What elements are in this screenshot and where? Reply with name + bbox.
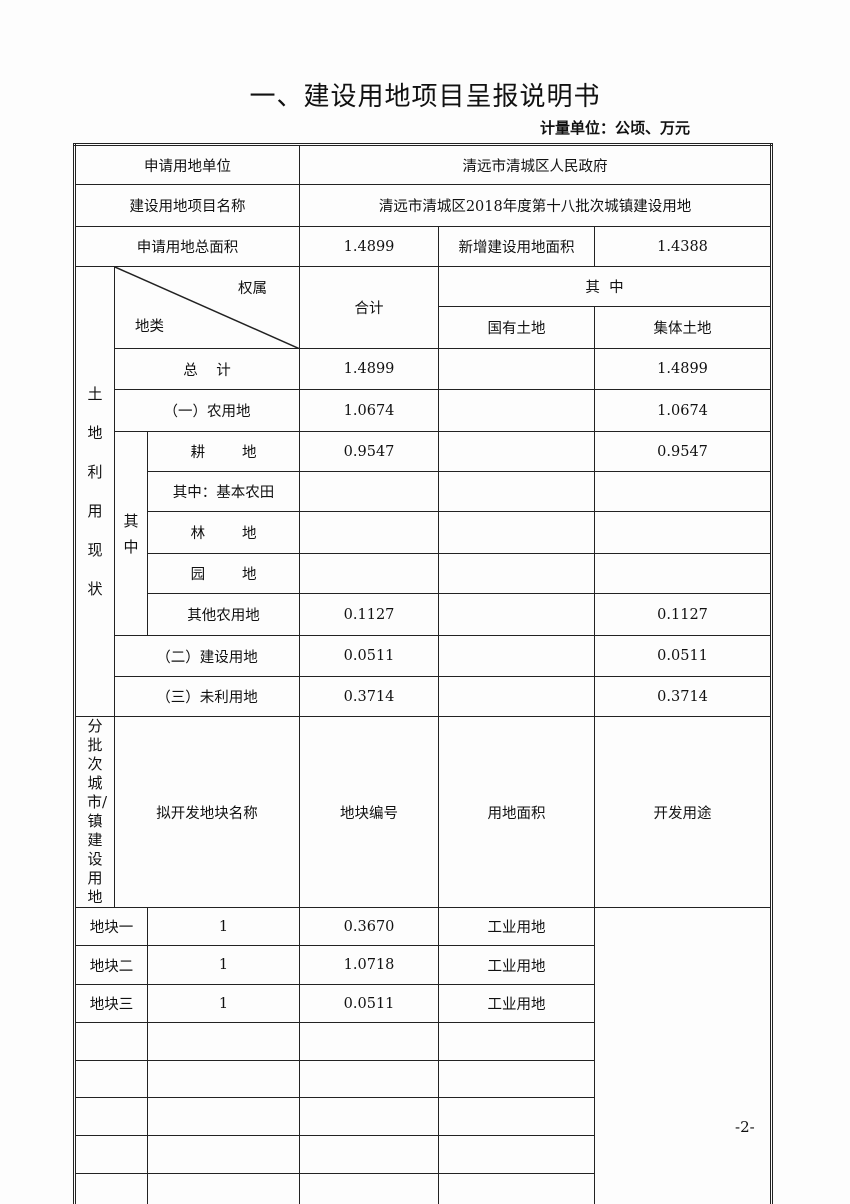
parcel-use: 工业用地: [438, 984, 596, 1023]
parcel-area: [299, 1173, 440, 1204]
parcel-use: 工业用地: [438, 945, 596, 985]
applicant-value: 清远市清城区人民政府: [299, 144, 773, 185]
parcel-number: [146, 1060, 301, 1098]
parcel-area: 0.3670: [299, 907, 440, 946]
parcel-name: [74, 1097, 148, 1136]
of-which-side-label: 其中: [114, 431, 148, 636]
parcel-name: [74, 1135, 148, 1174]
collective-land-header: 集体土地: [594, 306, 773, 349]
table-row: 其中：基本农田: [75, 471, 773, 512]
parcel-area: [299, 1022, 440, 1061]
parcel-use: [438, 1097, 596, 1136]
parcel-name: [74, 1173, 148, 1204]
parcel-row: [74, 1060, 772, 1098]
parcel-row: 地块二 1 1.0718 工业用地: [74, 945, 772, 985]
state-land-header: 国有土地: [438, 306, 596, 349]
parcel-number: 1: [146, 984, 301, 1023]
page-title: 一、建设用地项目呈报说明书: [249, 82, 601, 112]
parcel-number: [146, 1173, 301, 1204]
parcel-area: [299, 1135, 440, 1174]
parcel-name: 地块一: [74, 907, 148, 946]
table-row: 园 地: [75, 553, 773, 594]
parcel-row: 地块一 1 0.3670 工业用地: [74, 907, 772, 946]
unit-note: 计量单位：公顷、万元: [539, 119, 690, 137]
parcel-use: [438, 1173, 596, 1204]
table-row: （三）未利用地 0.3714 0.3714: [75, 676, 773, 717]
diagonal-line: [115, 267, 299, 348]
parcel-use: [438, 1022, 596, 1061]
table-row: （二）建设用地 0.0511 0.0511: [75, 635, 773, 677]
parcel-area: [299, 1097, 440, 1136]
report-table: 申请用地单位 清远市清城区人民政府 建设用地项目名称 清远市清城区2018年度第…: [73, 143, 774, 1204]
parcel-area: [299, 1060, 440, 1098]
parcel-header-row: 分批次城市/镇建设用地 拟开发地块名称 地块编号 用地面积 开发用途: [74, 716, 773, 908]
parcel-area: 1.0718: [299, 945, 440, 985]
parcels-side-label: 分批次城市/镇建设用地: [74, 716, 115, 908]
area-label: 申请用地总面积: [73, 226, 301, 267]
table-row: 其中 耕 地 0.9547 0.9547: [75, 431, 773, 636]
parcel-row: [74, 1097, 772, 1136]
project-label: 建设用地项目名称: [73, 184, 301, 227]
ownership-label: 权属: [238, 281, 268, 297]
parcel-name: 地块三: [74, 984, 148, 1023]
of-which-header: 其 中: [438, 266, 773, 307]
parcel-row: [74, 1173, 772, 1204]
new-area-label: 新增建设用地面积: [438, 226, 596, 267]
total-header: 合计: [299, 266, 440, 349]
page-number: -2-: [735, 1118, 755, 1136]
parcel-number: [146, 1135, 301, 1174]
project-value: 清远市清城区2018年度第十八批次城镇建设用地: [299, 184, 773, 227]
table-row: 其他农用地 0.1127 0.1127: [75, 593, 773, 636]
land-type-label: 地类: [135, 319, 164, 335]
parcel-number: 1: [146, 907, 301, 946]
parcel-number: 1: [146, 945, 301, 985]
parcel-area: 0.0511: [299, 984, 440, 1023]
parcel-name: 地块二: [74, 945, 148, 985]
parcel-name: [74, 1022, 148, 1061]
land-use-side-label: 土地利用现状: [74, 266, 115, 717]
parcel-row: [74, 1135, 772, 1174]
parcel-number: [146, 1022, 301, 1061]
parcel-use: [438, 1060, 596, 1098]
table-row: 总 计 1.4899 1.4899: [75, 348, 773, 390]
diagonal-header-cell: 权属 地类: [113, 266, 301, 349]
parcel-use: [438, 1135, 596, 1174]
parcel-use: 工业用地: [438, 907, 596, 946]
applicant-label: 申请用地单位: [73, 144, 301, 185]
new-area-value: 1.4388: [594, 226, 773, 267]
parcel-row: 地块三 1 0.0511 工业用地: [74, 984, 772, 1023]
parcel-name: [74, 1060, 148, 1098]
table-row: 林 地: [75, 511, 773, 554]
parcel-number: [146, 1097, 301, 1136]
table-row: （一）农用地 1.0674 1.0674: [75, 389, 773, 432]
area-value: 1.4899: [299, 226, 440, 267]
parcel-row: [74, 1022, 772, 1061]
